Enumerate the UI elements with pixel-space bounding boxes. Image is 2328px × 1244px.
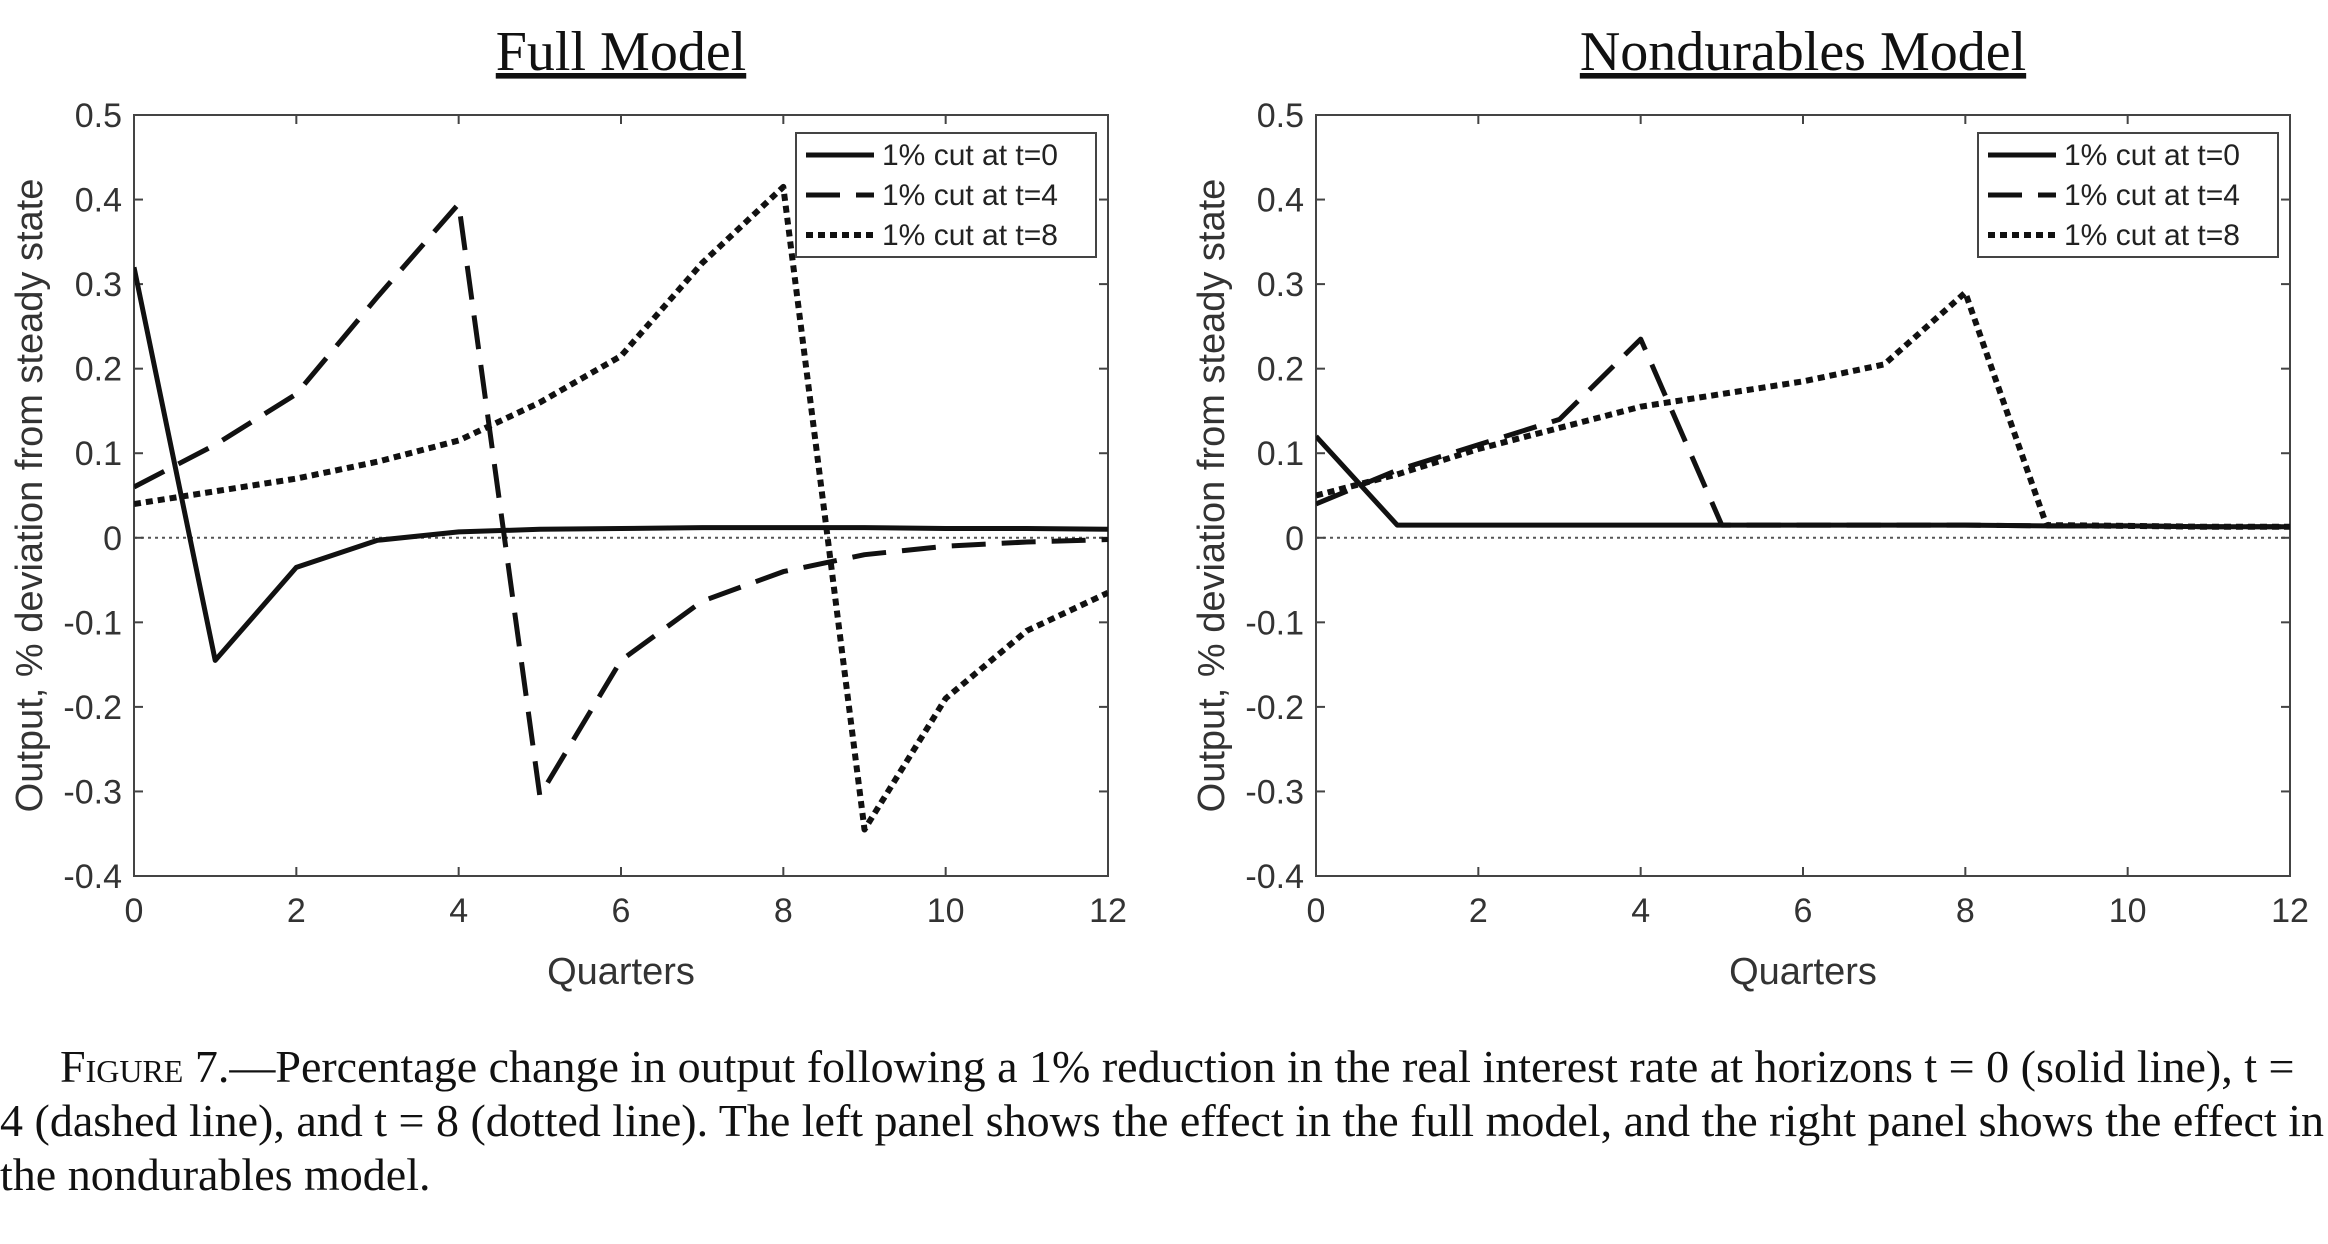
- x-tick-label: 10: [2109, 892, 2147, 930]
- x-tick-label: 6: [1794, 892, 1813, 930]
- y-tick-label: 0.1: [75, 435, 122, 473]
- series-line-dotted: [1316, 289, 2290, 530]
- y-axis-label: Output, % deviation from steady state: [9, 179, 51, 813]
- series-line-dashed: [134, 201, 1108, 799]
- x-tick-label: 10: [927, 892, 965, 930]
- y-tick-label: -0.4: [1245, 858, 1304, 896]
- y-tick-label: 0.4: [1257, 182, 1304, 220]
- legend: 1% cut at t=0 1% cut at t=4 1% cut at t=8: [795, 132, 1097, 258]
- chart-panel-2: Nondurables Model 0 2 4 6 8 10 12 -0.4 -0.3 -0.2 -0…: [1191, 21, 2309, 993]
- y-tick-label: 0.5: [1257, 97, 1304, 135]
- y-tick-label: -0.3: [1245, 773, 1304, 811]
- series-line-dotted: [134, 183, 1108, 833]
- legend-label: 1% cut at t=4: [882, 179, 1058, 212]
- figure-canvas: Full Model 0 2 4 6 8 10 12 -0.4 -0.3 -0.2 -0.1 0 0.1 0…: [9, 21, 2309, 993]
- x-tick-label: 12: [1089, 892, 1127, 930]
- y-tick-label: 0.3: [1257, 266, 1304, 304]
- x-tick-label: 2: [287, 892, 306, 930]
- y-tick-label: -0.4: [63, 858, 122, 896]
- x-tick-label: 8: [774, 892, 793, 930]
- y-axis-label: Output, % deviation from steady state: [1191, 179, 1233, 813]
- series-line-solid: [134, 266, 1108, 663]
- x-tick-label: 4: [1631, 892, 1650, 930]
- x-tick-label: 12: [2271, 892, 2309, 930]
- figure-caption: Figure 7.—Percentage change in output fo…: [0, 1040, 2328, 1202]
- y-tick-label: 0.3: [75, 266, 122, 304]
- legend-label: 1% cut at t=8: [2064, 219, 2240, 252]
- series-line-dashed: [1316, 336, 2290, 530]
- caption-figure-label: Figure 7.: [60, 1041, 230, 1092]
- y-tick-label: 0.4: [75, 182, 122, 220]
- legend-label: 1% cut at t=0: [882, 139, 1058, 172]
- chart-panel-1: Full Model 0 2 4 6 8 10 12 -0.4 -0.3 -0.2 -0.1 0 0.1 0…: [9, 21, 1127, 993]
- y-tick-label: -0.3: [63, 773, 122, 811]
- x-axis-label: Quarters: [1729, 951, 1877, 993]
- y-tick-label: 0.2: [1257, 351, 1304, 389]
- x-tick-label: 4: [449, 892, 468, 930]
- y-tick-label: 0: [1285, 520, 1304, 558]
- y-tick-label: 0.1: [1257, 435, 1304, 473]
- x-tick-label: 0: [125, 892, 144, 930]
- caption-text: —Percentage change in output following a…: [0, 1041, 2325, 1200]
- legend: 1% cut at t=0 1% cut at t=4 1% cut at t=8: [1977, 132, 2279, 258]
- y-tick-label: -0.1: [63, 604, 122, 642]
- x-axis-label: Quarters: [547, 951, 695, 993]
- y-tick-label: -0.1: [1245, 604, 1304, 642]
- legend-label: 1% cut at t=4: [2064, 179, 2240, 212]
- legend-label: 1% cut at t=8: [882, 219, 1058, 252]
- legend-label: 1% cut at t=0: [2064, 139, 2240, 172]
- y-tick-label: 0.5: [75, 97, 122, 135]
- x-tick-label: 8: [1956, 892, 1975, 930]
- y-tick-label: -0.2: [1245, 689, 1304, 727]
- x-tick-label: 6: [612, 892, 631, 930]
- panel-title: Full Model: [496, 21, 746, 83]
- x-tick-label: 0: [1307, 892, 1326, 930]
- y-tick-label: -0.2: [63, 689, 122, 727]
- panel-title: Nondurables Model: [1580, 21, 2026, 83]
- x-tick-label: 2: [1469, 892, 1488, 930]
- y-tick-label: 0: [103, 520, 122, 558]
- y-tick-label: 0.2: [75, 351, 122, 389]
